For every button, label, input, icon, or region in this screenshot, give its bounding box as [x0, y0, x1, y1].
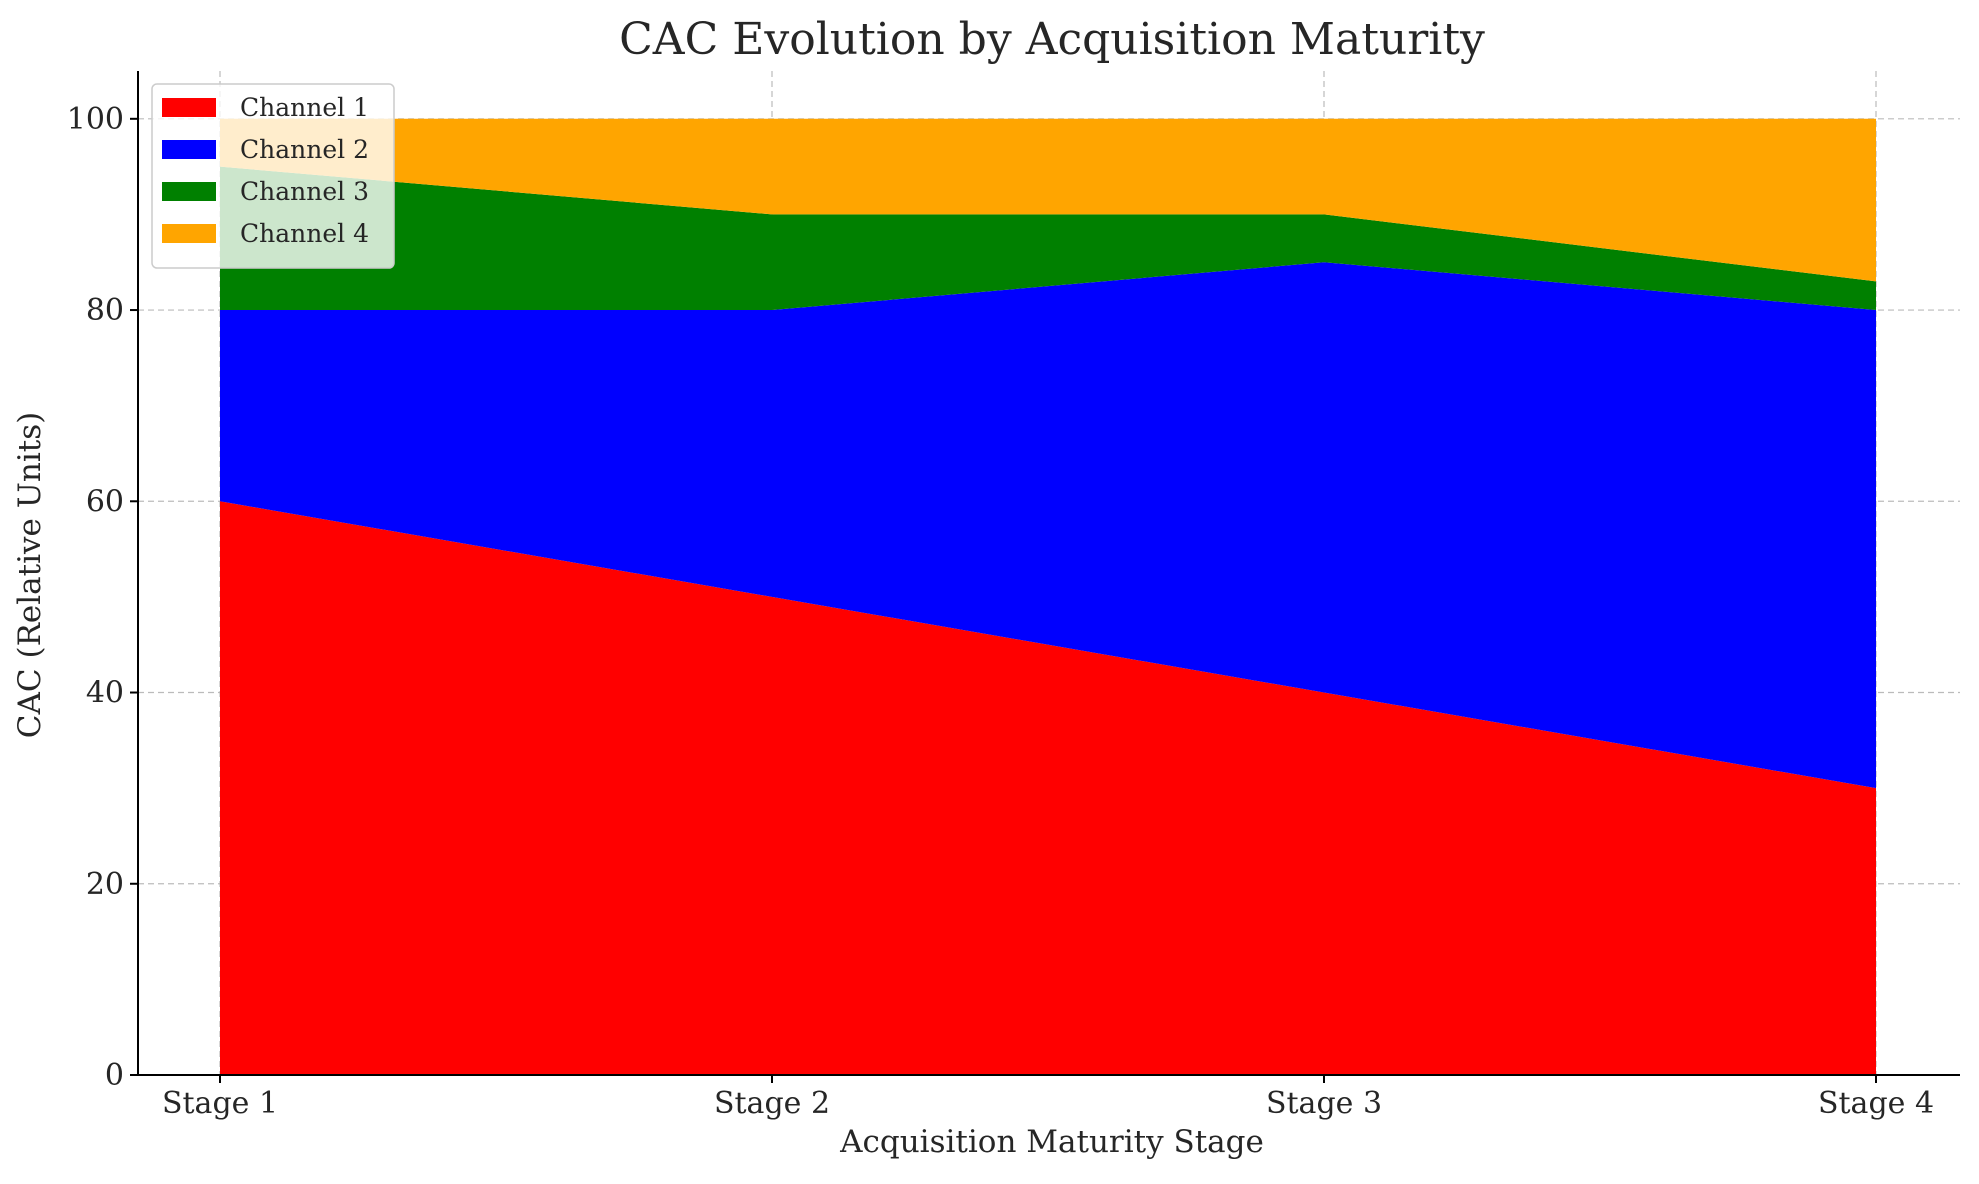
y-tick-label: 0: [105, 1058, 124, 1093]
area-channel-3: [220, 166, 1876, 311]
y-tick-label: 20: [86, 867, 124, 902]
legend-label: Channel 2: [240, 135, 369, 164]
legend-label: Channel 4: [240, 219, 369, 248]
x-tick-label: Stage 2: [714, 1086, 830, 1121]
y-tick-label: 60: [86, 484, 124, 519]
x-tick-label: Stage 1: [162, 1086, 278, 1121]
y-tick-label: 100: [67, 102, 124, 137]
ticks: Stage 1 Stage 2 Stage 3 Stage 4 0 20 40 60 80 100: [67, 102, 1934, 1121]
chart-title: CAC Evolution by Acquisition Maturity: [619, 14, 1485, 65]
legend-label: Channel 3: [240, 177, 369, 206]
plot-areas: [220, 118, 1876, 1075]
y-tick-label: 40: [86, 676, 124, 711]
area-channel-2: [220, 262, 1876, 789]
legend-swatch: [162, 98, 216, 117]
area-channel-4: [220, 118, 1876, 282]
legend-swatch: [162, 182, 216, 201]
y-axis-label: CAC (Relative Units): [12, 412, 48, 738]
x-tick-label: Stage 4: [1818, 1086, 1934, 1121]
y-tick-label: 80: [86, 293, 124, 328]
legend-frame: [151, 83, 395, 269]
x-tick-label: Stage 3: [1266, 1086, 1382, 1121]
x-axis-label: Acquisition Maturity Stage: [839, 1124, 1264, 1160]
legend-label: Channel 1: [240, 93, 369, 122]
axes: [137, 71, 1960, 1076]
legend-swatch: [162, 224, 216, 243]
legend-swatch: [162, 140, 216, 159]
area-channel-1: [220, 501, 1876, 1075]
legend: Channel 1 Channel 2 Channel 3 Channel 4: [151, 83, 395, 269]
